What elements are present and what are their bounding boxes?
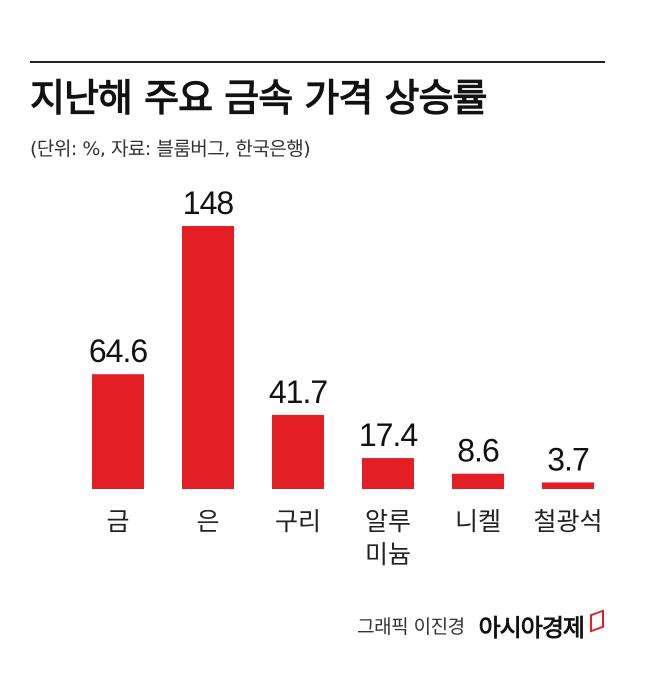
brand-logo: 아시아경제 (478, 614, 585, 642)
category-label-3-line-1: 미늄 (365, 540, 411, 569)
value-label-1: 148 (183, 185, 234, 221)
category-label-5: 철광석 (533, 507, 602, 536)
bar-1 (182, 226, 234, 489)
bar-5 (542, 482, 594, 489)
value-label-5: 3.7 (547, 441, 589, 477)
value-label-0: 64.6 (89, 333, 147, 369)
value-label-2: 41.7 (269, 374, 327, 410)
bar-3 (362, 458, 414, 489)
chart-subtitle: (단위: %, 자료: 블룸버그, 한국은행) (30, 138, 311, 160)
graphic-credit: 그래픽 이진경 (357, 616, 465, 638)
footer: 그래픽 이진경 아시아경제 (357, 608, 604, 643)
chart-title: 지난해 주요 금속 가격 상승률 (30, 76, 487, 120)
value-label-4: 8.6 (457, 433, 499, 469)
brand-mark-icon (590, 608, 604, 633)
bar-2 (272, 414, 324, 489)
value-label-3: 17.4 (359, 417, 417, 453)
bar-0 (92, 374, 144, 489)
bar-4 (452, 473, 504, 489)
category-label-3-line-0: 알루 (365, 507, 411, 536)
top-rule (30, 61, 605, 63)
category-label-2: 구리 (275, 507, 321, 536)
category-label-1: 은 (196, 507, 219, 536)
category-label-4: 니켈 (455, 507, 501, 536)
category-label-0: 금 (106, 507, 129, 536)
